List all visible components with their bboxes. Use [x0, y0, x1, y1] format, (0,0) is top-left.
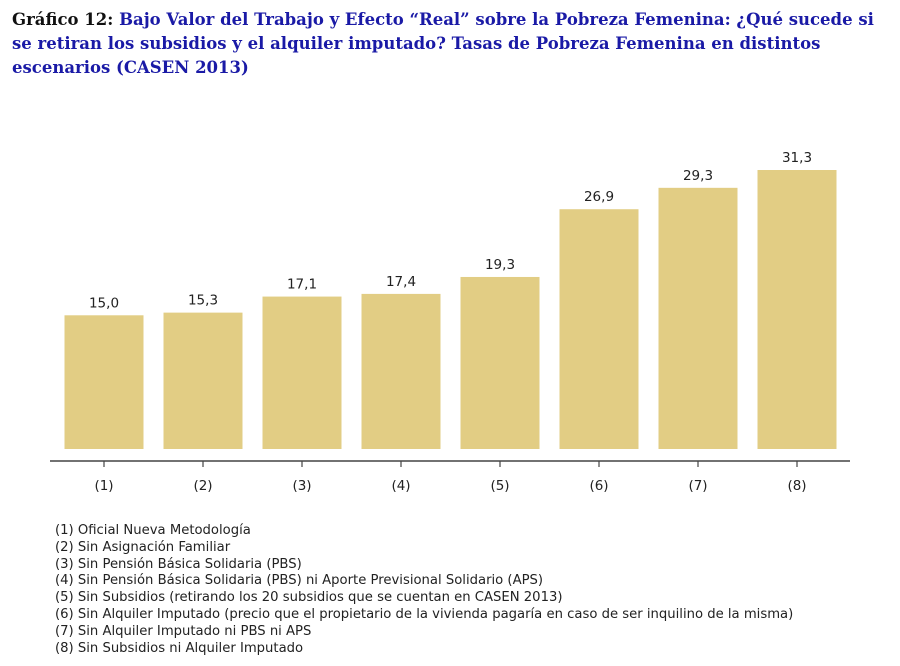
legend-item: (3) Sin Pensión Básica Solidaria (PBS) [55, 556, 302, 572]
bar-value-label: 15,0 [89, 295, 119, 311]
x-tick-label: (4) [391, 478, 410, 494]
bar-value-label: 17,4 [386, 274, 416, 290]
legend-item: (6) Sin Alquiler Imputado (precio que el… [55, 606, 794, 622]
bar [361, 293, 441, 449]
bar [262, 296, 342, 449]
chart-title-prefix: Gráfico 12: [12, 10, 114, 29]
bar-value-label: 26,9 [584, 189, 614, 205]
bar [163, 312, 243, 449]
x-tick-label: (3) [292, 478, 311, 494]
x-tick-label: (6) [589, 478, 608, 494]
x-tick-label: (5) [490, 478, 509, 494]
chart-legend: (1) Oficial Nueva Metodología (2) Sin Asi… [55, 523, 885, 657]
bar-value-label: 29,3 [683, 168, 713, 184]
bar [460, 276, 540, 449]
legend-item: (1) Oficial Nueva Metodología [55, 523, 251, 538]
chart-title-text: Bajo Valor del Trabajo y Efecto “Real” s… [12, 10, 874, 77]
bar-value-label: 15,3 [188, 293, 218, 309]
bar [64, 315, 144, 449]
bar-value-label: 17,1 [287, 277, 317, 293]
legend-item: (8) Sin Subsidios ni Alquiler Imputado [55, 640, 304, 656]
bar [757, 170, 837, 449]
legend-item: (7) Sin Alquiler Imputado ni PBS ni APS [55, 623, 312, 639]
bar-chart: 15,0 (1) 15,3 (2) 17,1 (3) 17,4 (4) 19,3 (5) 26,9 (… [50, 150, 850, 494]
x-tick-label: (2) [193, 478, 212, 494]
bar [658, 187, 738, 450]
bar-value-label: 31,3 [782, 150, 812, 166]
bar-value-label: 19,3 [485, 257, 515, 273]
legend-item: (5) Sin Subsidios (retirando los 20 subs… [55, 590, 563, 606]
chart-title: Gráfico 12: Bajo Valor del Trabajo y Efe… [12, 8, 892, 80]
x-tick-label: (1) [94, 478, 113, 494]
legend-item: (4) Sin Pensión Básica Solidaria (PBS) n… [55, 573, 544, 589]
x-tick-label: (7) [688, 478, 707, 494]
legend-item: (2) Sin Asignación Familiar [55, 539, 231, 555]
bar [559, 209, 639, 449]
x-tick-label: (8) [787, 478, 806, 494]
